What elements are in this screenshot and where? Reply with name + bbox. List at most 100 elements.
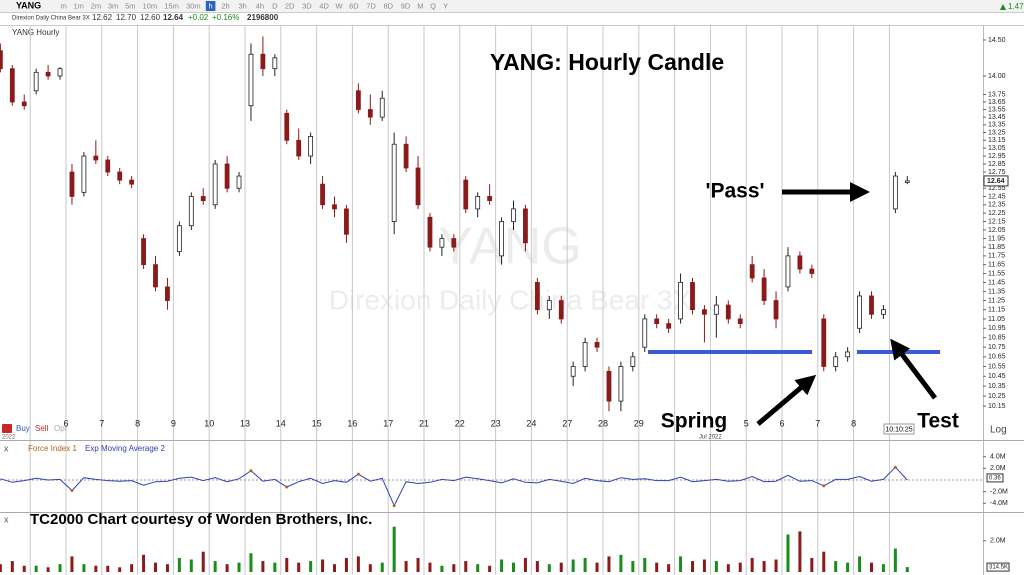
ma-legend[interactable]: Exp Moving Average 2 [85,444,165,453]
timeframe[interactable]: 2h [221,1,229,10]
candle-body [57,68,63,77]
candle-body [212,163,218,206]
volume-bar [667,564,671,572]
candle-body [427,216,433,248]
timeframe[interactable]: 9D [401,1,411,10]
candle-body [630,356,636,367]
candle-body [678,282,683,320]
candle-body [511,208,516,222]
candle-body [45,71,51,77]
volume-last-box [986,562,1010,572]
candle-body [391,143,397,222]
timeframe[interactable]: 3m [108,1,118,10]
timeframes: m 1m 2m 3m 5m 10m 15m 30m h 2h 3h 4h D 2D 3D 4D W 6D 7D 8D 9… [61,1,448,11]
candle-body [224,163,230,189]
timeframe[interactable]: 7D [366,1,376,10]
force-tick-label: 4.0M [990,454,1006,461]
scale-mode[interactable]: Log [990,425,1007,436]
timeframe[interactable]: 2D [285,1,295,10]
volume-bar [655,562,659,572]
candle-body [9,68,15,103]
timeframe[interactable]: 6D [349,1,359,10]
timeframe[interactable]: 15m [164,1,179,10]
candle-body [606,370,612,402]
candle-body [153,264,158,288]
timeframe[interactable]: W [335,1,343,10]
timeframe[interactable]: 8D [384,1,394,10]
volume-bar [0,564,2,572]
candle-body [165,286,170,301]
volume-bar [213,561,217,572]
force-legend[interactable]: Force Index 1 [28,444,77,453]
volume-bar [285,557,289,572]
volume-bar [34,565,38,572]
timeframe[interactable]: 2m [91,1,101,10]
volume-bar [702,559,706,572]
y-tick-label: 10.85 [988,335,1006,342]
close-panel[interactable]: x [4,514,9,524]
test-arrow [890,338,937,400]
candle-body [582,342,588,367]
force-tick-label: 2.0M [990,465,1006,472]
x-tick-label: 8 [851,418,856,428]
volume-bar [464,561,468,572]
timeframe[interactable]: h [209,1,213,10]
volume-bar [822,551,826,572]
volume-bar [631,561,635,572]
timeframe[interactable]: 3D [302,1,312,10]
volume-bar [512,562,515,572]
volume-bar [858,556,862,572]
force-line [0,466,908,507]
candle-body [761,277,767,301]
y-tick-label: 12.35 [988,202,1006,209]
x-tick-label: 7 [99,418,104,428]
volume-bar [392,526,396,572]
y-tick-label: 12.05 [988,227,1006,234]
volume-bar [225,564,229,572]
volume-bar [691,561,694,572]
volume-bar [142,554,146,572]
volume-bar [738,562,742,572]
volume-bar [714,561,718,572]
symbol[interactable]: YANG [16,0,41,10]
timeframe[interactable]: 4D [319,1,329,10]
volume-bar [547,564,551,572]
candle-body [260,53,266,70]
candle-body [379,97,385,118]
force-point [356,472,360,476]
sell[interactable]: Sell [35,424,49,433]
buy[interactable]: Buy [16,424,30,433]
timeframe[interactable]: M [417,1,423,10]
candle-body [618,366,624,402]
y-tick-label: 11.95 [988,235,1005,242]
y-tick-label: 10.75 [988,344,1006,351]
timeframe[interactable]: 30m [186,1,201,10]
chart-label[interactable]: YANG Hourly [12,28,59,37]
cart-icon[interactable] [2,424,12,433]
opt[interactable]: Opt [54,424,68,433]
timeframe[interactable]: Q [430,1,436,10]
timeframe[interactable]: D [272,1,278,10]
volume-bar [237,562,241,572]
volume-bar [571,559,575,572]
timeframe[interactable]: 10m [143,1,158,10]
y-tick-label: 13.25 [988,129,1006,136]
volume-bar [356,556,360,572]
force-panel [0,465,908,508]
candle-body [81,155,87,193]
candle-body [93,155,99,161]
volume-bar [643,557,647,572]
timeframe[interactable]: m [61,1,67,10]
close-panel[interactable]: x [4,443,9,453]
timeframe[interactable]: 3h [239,1,247,10]
timeframe[interactable]: 1m [73,1,83,10]
timeframe[interactable]: 5m [125,1,135,10]
timeframe[interactable]: Y [443,1,448,10]
y-tick-label: 11.65 [988,261,1005,268]
volume-bar [476,564,480,572]
volume-bar [428,562,432,572]
volume-bar [273,562,277,572]
candle-body [403,143,409,169]
timeframe[interactable]: 4h [256,1,264,10]
volume-bar [94,565,98,572]
